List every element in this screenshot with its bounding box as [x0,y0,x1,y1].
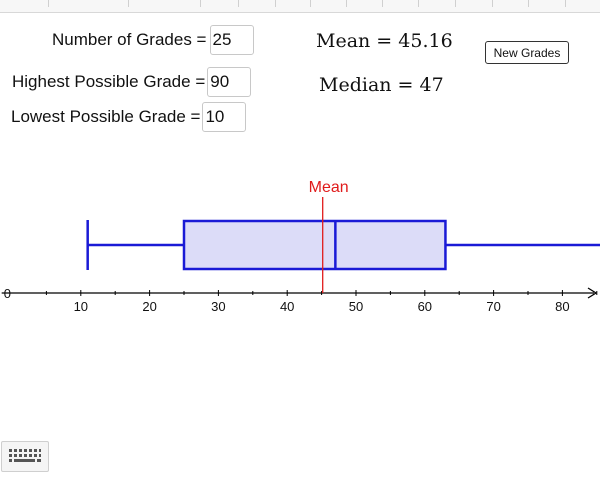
median-readout: Median = 47 [319,74,444,96]
highest-grade-row: Highest Possible Grade = [12,67,252,97]
highest-grade-input[interactable] [207,67,252,97]
toolbar-divider [455,0,456,7]
x-tick-label: 10 [74,299,88,314]
keyboard-button[interactable] [1,441,49,472]
origin-label: 0 [4,286,11,301]
number-of-grades-input[interactable] [209,25,254,55]
applet-toolbar-strip [0,0,600,13]
mean-readout: Mean = 45.16 [316,30,453,52]
highest-grade-label: Highest Possible Grade = [12,72,206,91]
toolbar-divider [48,0,49,7]
lowest-grade-label: Lowest Possible Grade = [11,107,201,126]
x-tick-label: 40 [280,299,294,314]
x-tick-label: 60 [418,299,432,314]
lowest-grade-input[interactable] [202,102,247,132]
toolbar-divider [382,0,383,7]
toolbar-divider [128,0,129,7]
x-tick-label: 30 [211,299,225,314]
number-of-grades-row: Number of Grades = [52,25,254,55]
toolbar-divider [346,0,347,7]
x-tick-label: 50 [349,299,363,314]
toolbar-divider [310,0,311,7]
x-tick-label: 80 [555,299,569,314]
toolbar-divider [275,0,276,7]
toolbar-divider [418,0,419,7]
toolbar-divider [200,0,201,7]
new-grades-button[interactable]: New Grades [485,41,569,64]
toolbar-divider [565,0,566,7]
toolbar-divider [528,0,529,7]
iqr-box [182,219,447,271]
keyboard-icon [9,448,41,462]
box-plot: 10 20 30 40 50 60 70 80 0 Mean [1,179,600,314]
x-tick-label: 20 [142,299,156,314]
toolbar-divider [238,0,239,7]
x-axis-arrow [587,287,598,299]
lowest-grade-row: Lowest Possible Grade = [11,102,247,132]
toolbar-divider [492,0,493,7]
mean-label: Mean [309,179,349,196]
number-of-grades-label: Number of Grades = [52,30,207,49]
x-tick-label: 70 [486,299,500,314]
